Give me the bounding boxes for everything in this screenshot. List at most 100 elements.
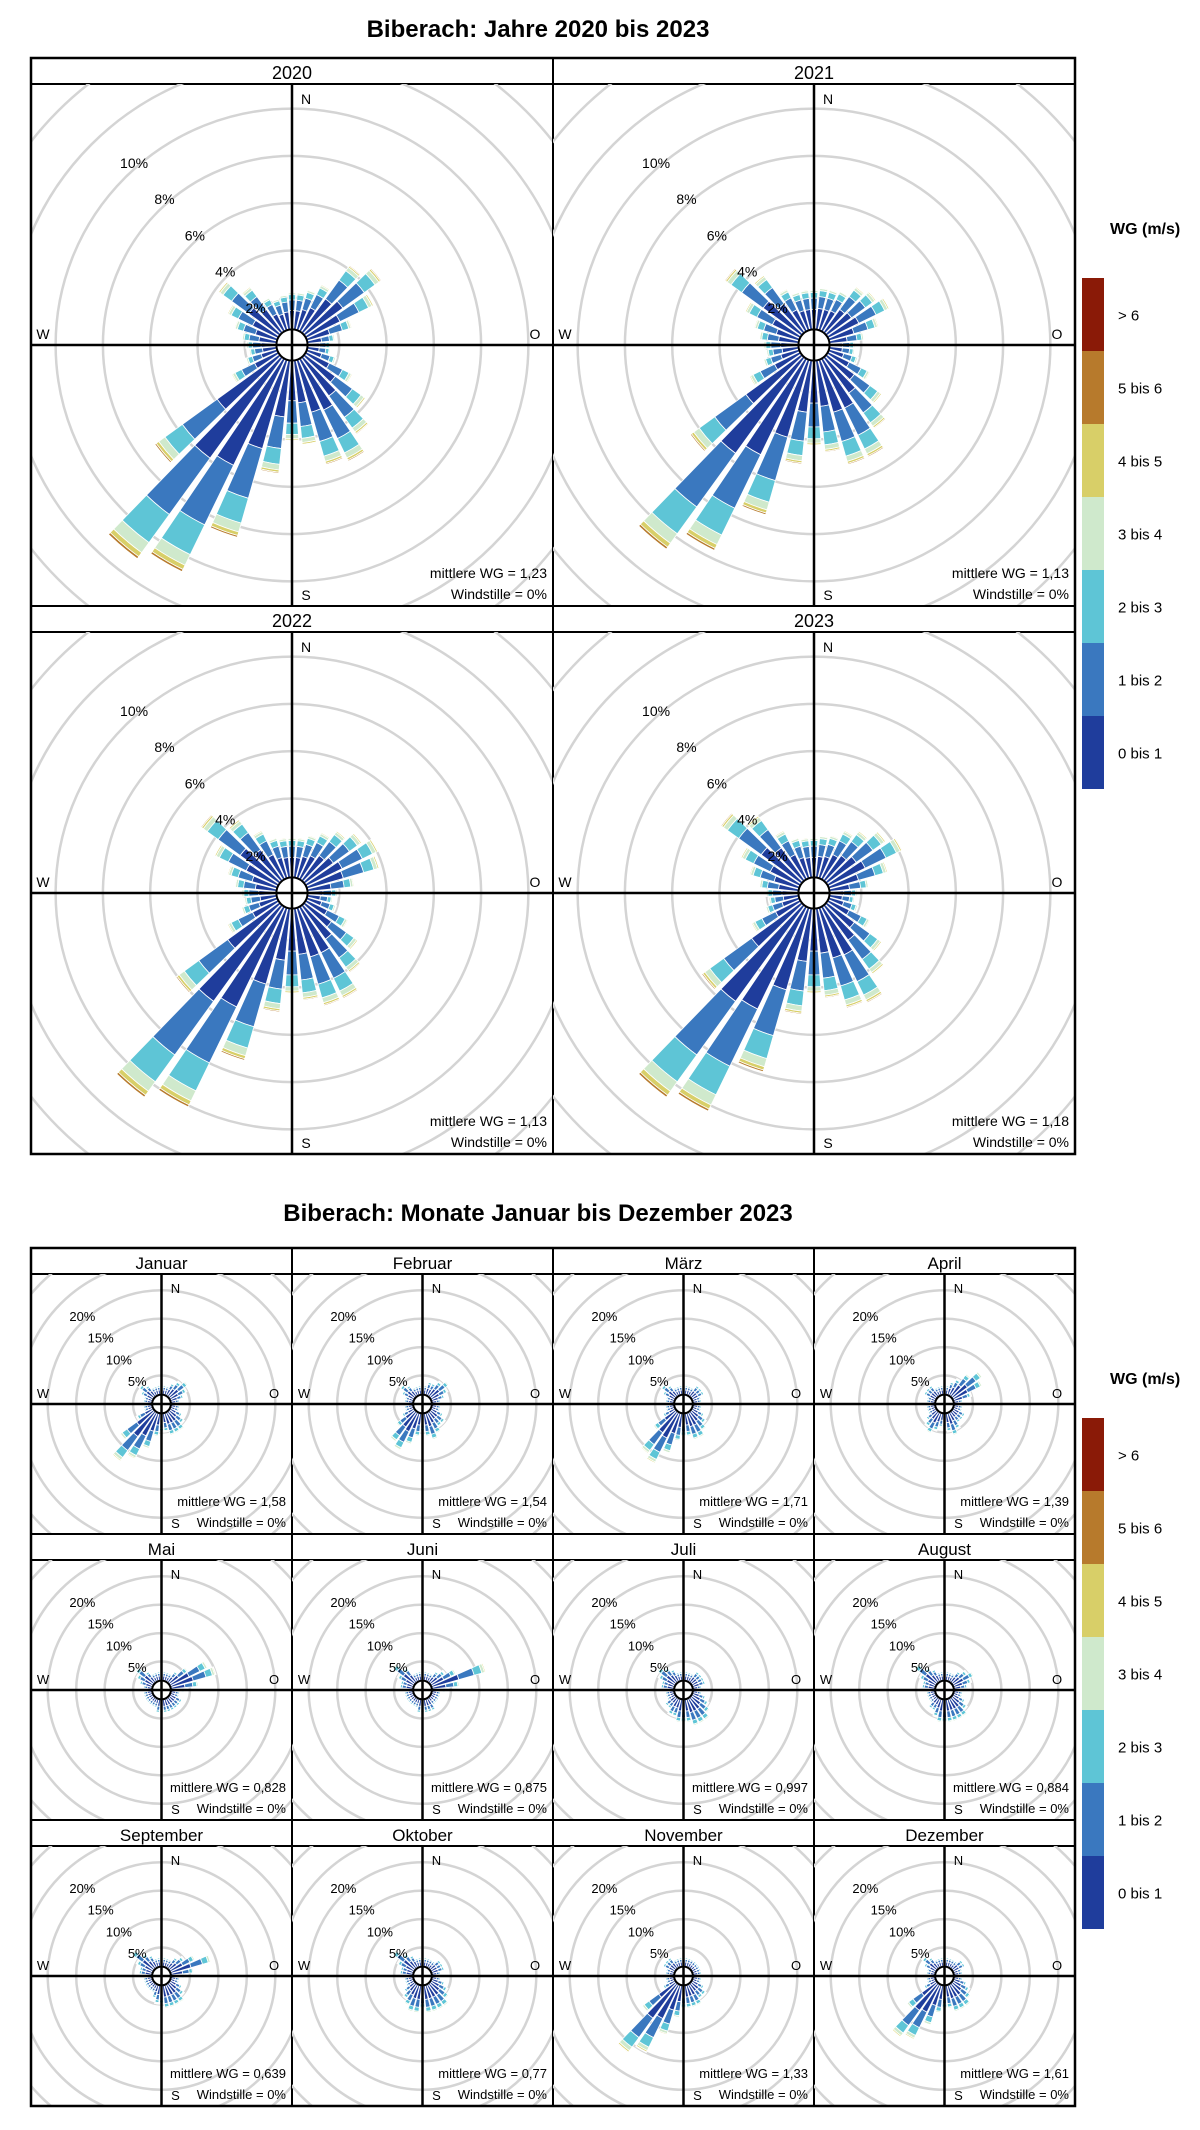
- panel-title: August: [918, 1540, 971, 1559]
- compass-o: O: [269, 1672, 279, 1687]
- petal-segment: [638, 1071, 669, 1098]
- petal-segment: [758, 878, 761, 888]
- petal-segment: [925, 1395, 928, 1400]
- petal-segment: [427, 1957, 431, 1960]
- compass-n: N: [301, 91, 311, 107]
- petal-segment: [144, 1384, 149, 1388]
- petal-segment: [874, 316, 880, 328]
- petal-segment: [423, 1670, 428, 1673]
- petal-segment: [396, 1673, 400, 1679]
- petal-segment: [396, 1959, 400, 1965]
- petal-segment: [329, 348, 332, 356]
- petal-segment: [862, 332, 866, 341]
- petal-segment: [922, 1390, 926, 1395]
- petal-segment: [180, 1427, 186, 1432]
- petal-segment: [925, 1970, 927, 1975]
- petal-segment: [702, 1413, 706, 1418]
- ring-label: 20%: [591, 1309, 617, 1324]
- petal-segment: [667, 1712, 672, 1717]
- ring-label: 2%: [767, 848, 787, 864]
- petal-segment: [150, 551, 184, 573]
- mean-speed-label: mittlere WG = 1,23: [430, 565, 547, 581]
- calm-label: Windstille = 0%: [973, 586, 1069, 602]
- compass-s: S: [954, 1516, 963, 1531]
- petal-segment: [400, 1390, 404, 1395]
- compass-w: W: [820, 1672, 833, 1687]
- petal-segment: [174, 1956, 179, 1960]
- petal-segment: [873, 941, 883, 953]
- petal-segment: [406, 1700, 410, 1704]
- petal-segment: [672, 1958, 676, 1961]
- petal-segment: [855, 357, 860, 365]
- compass-s: S: [432, 1802, 441, 1817]
- petal-segment: [430, 1672, 434, 1675]
- petal-segment: [924, 1423, 929, 1428]
- ring-label: 5%: [650, 1374, 669, 1389]
- petal-segment: [847, 456, 866, 466]
- compass-s: S: [823, 1135, 832, 1151]
- petal-segment: [151, 1996, 156, 2000]
- compass-o: O: [1052, 1958, 1062, 1973]
- ring-label: 6%: [707, 775, 727, 791]
- petal-segment: [180, 1699, 184, 1704]
- ring-label: 5%: [389, 1660, 408, 1675]
- petal-segment: [663, 1959, 668, 1963]
- petal-segment: [402, 1989, 407, 1993]
- ring-label: 4%: [737, 264, 757, 280]
- petal-segment: [213, 843, 222, 857]
- compass-o: O: [791, 1958, 801, 1973]
- petal-segment: [178, 1408, 181, 1413]
- petal-segment: [661, 1390, 665, 1395]
- petal-segment: [142, 1405, 144, 1410]
- petal-segment: [744, 301, 752, 313]
- petal-segment: [675, 1385, 679, 1388]
- petal-segment: [677, 1091, 710, 1112]
- petal-segment: [445, 1987, 449, 1993]
- petal-segment: [961, 1408, 964, 1413]
- petal-segment: [142, 1684, 144, 1689]
- petal-segment: [894, 837, 903, 851]
- petal-segment: [664, 1967, 667, 1972]
- legend-swatch: [1082, 351, 1104, 424]
- figure-title-years: Biberach: Jahre 2020 bis 2023: [367, 16, 710, 43]
- petal-segment: [688, 1671, 692, 1674]
- petal-segment: [922, 2022, 931, 2027]
- petal-segment: [664, 1395, 667, 1400]
- compass-o: O: [1052, 1386, 1062, 1401]
- petal-segment: [445, 1387, 449, 1393]
- petal-segment: [936, 1385, 940, 1388]
- compass-n: N: [693, 1567, 702, 1582]
- panel-title: Dezember: [905, 1826, 984, 1845]
- calm-label: Windstille = 0%: [980, 2087, 1070, 2102]
- petal-segment: [432, 1437, 439, 1441]
- legend-swatch: [1082, 424, 1104, 497]
- petal-segment: [853, 896, 856, 904]
- petal-segment: [928, 1700, 932, 1704]
- ring-label: 6%: [185, 775, 205, 791]
- compass-w: W: [559, 1386, 572, 1401]
- petal-segment: [954, 2009, 961, 2013]
- mean-speed-label: mittlere WG = 0,997: [692, 1780, 808, 1795]
- petal-segment: [925, 1694, 928, 1699]
- petal-segment: [925, 1967, 928, 1972]
- ring-label: 20%: [330, 1595, 356, 1610]
- petal-segment: [926, 1697, 930, 1702]
- compass-s: S: [432, 1516, 441, 1531]
- petal-segment: [440, 1970, 442, 1975]
- petal-segment: [153, 1957, 157, 1960]
- petal-segment: [664, 1977, 666, 1982]
- compass-w: W: [558, 326, 572, 342]
- petal-segment: [969, 1391, 973, 1397]
- petal-segment: [152, 1435, 159, 1438]
- petal-segment: [348, 962, 361, 974]
- mean-speed-label: mittlere WG = 0,77: [438, 2066, 547, 2081]
- panel-title: November: [644, 1826, 723, 1845]
- petal-segment: [964, 1669, 969, 1675]
- compass-s: S: [693, 1516, 702, 1531]
- petal-segment: [262, 1007, 281, 1013]
- petal-segment: [701, 972, 716, 990]
- compass-w: W: [298, 1958, 311, 1973]
- compass-o: O: [1052, 1672, 1062, 1687]
- petal-segment: [640, 1447, 649, 1455]
- petal-segment: [178, 1980, 181, 1985]
